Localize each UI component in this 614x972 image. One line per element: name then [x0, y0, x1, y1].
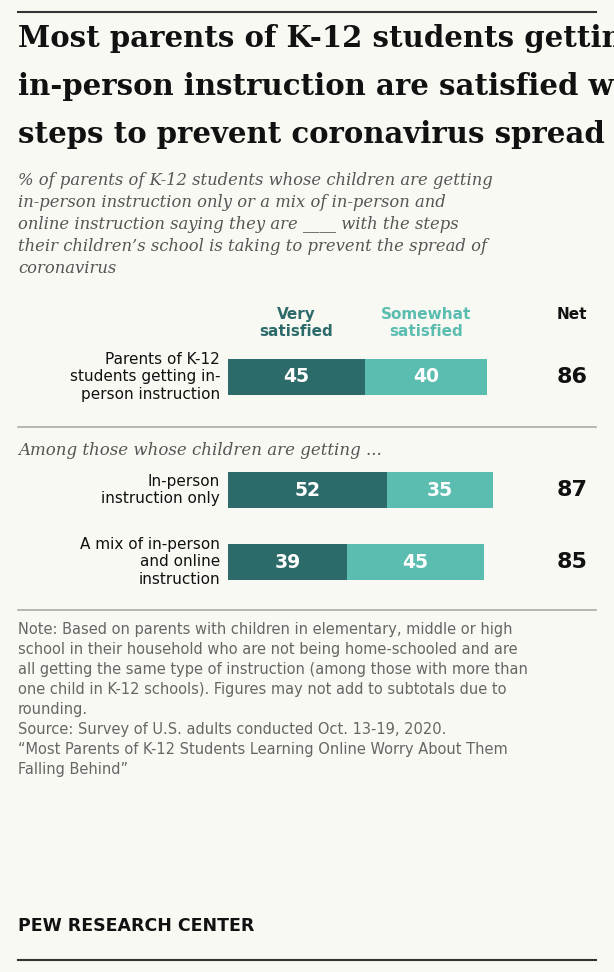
Text: 45: 45	[403, 552, 429, 572]
Text: online instruction saying they are ____ with the steps: online instruction saying they are ____ …	[18, 216, 459, 233]
Text: 87: 87	[556, 480, 588, 500]
Text: 45: 45	[284, 367, 309, 387]
Bar	[347, 544, 484, 580]
Text: Among those whose children are getting ...: Among those whose children are getting .…	[18, 442, 382, 459]
Text: steps to prevent coronavirus spread: steps to prevent coronavirus spread	[18, 120, 605, 149]
Text: Note: Based on parents with children in elementary, middle or high: Note: Based on parents with children in …	[18, 622, 513, 637]
Text: in-person instruction only or a mix of in-person and: in-person instruction only or a mix of i…	[18, 194, 446, 211]
Text: in-person instruction are satisfied with: in-person instruction are satisfied with	[18, 72, 614, 101]
Text: 85: 85	[556, 552, 588, 572]
Text: 86: 86	[556, 367, 588, 387]
Text: one child in K-12 schools). Figures may not add to subtotals due to: one child in K-12 schools). Figures may …	[18, 682, 507, 697]
Text: 35: 35	[427, 480, 453, 500]
Text: Falling Behind”: Falling Behind”	[18, 762, 128, 777]
Text: their children’s school is taking to prevent the spread of: their children’s school is taking to pre…	[18, 238, 487, 255]
Text: Net: Net	[557, 307, 587, 322]
Text: Parents of K-12
students getting in-
person instruction: Parents of K-12 students getting in- per…	[69, 352, 220, 401]
Text: “Most Parents of K-12 Students Learning Online Worry About Them: “Most Parents of K-12 Students Learning …	[18, 742, 508, 757]
Text: In-person
instruction only: In-person instruction only	[101, 473, 220, 506]
Bar	[228, 359, 365, 395]
Text: Somewhat
satisfied: Somewhat satisfied	[381, 307, 472, 339]
Bar	[387, 472, 494, 508]
Text: coronavirus: coronavirus	[18, 260, 116, 277]
Text: % of parents of K-12 students whose children are getting: % of parents of K-12 students whose chil…	[18, 172, 493, 189]
Bar	[228, 544, 347, 580]
Bar	[365, 359, 488, 395]
Text: school in their household who are not being home-schooled and are: school in their household who are not be…	[18, 642, 518, 657]
Text: 40: 40	[413, 367, 439, 387]
Text: 52: 52	[294, 480, 321, 500]
Text: Source: Survey of U.S. adults conducted Oct. 13-19, 2020.: Source: Survey of U.S. adults conducted …	[18, 722, 446, 737]
Bar	[228, 472, 387, 508]
Text: Very
satisfied: Very satisfied	[260, 307, 333, 339]
Text: rounding.: rounding.	[18, 702, 88, 717]
Text: Most parents of K-12 students getting: Most parents of K-12 students getting	[18, 24, 614, 53]
Text: A mix of in-person
and online
instruction: A mix of in-person and online instructio…	[80, 538, 220, 587]
Text: PEW RESEARCH CENTER: PEW RESEARCH CENTER	[18, 917, 254, 935]
Text: all getting the same type of instruction (among those with more than: all getting the same type of instruction…	[18, 662, 528, 677]
Text: 39: 39	[274, 552, 301, 572]
